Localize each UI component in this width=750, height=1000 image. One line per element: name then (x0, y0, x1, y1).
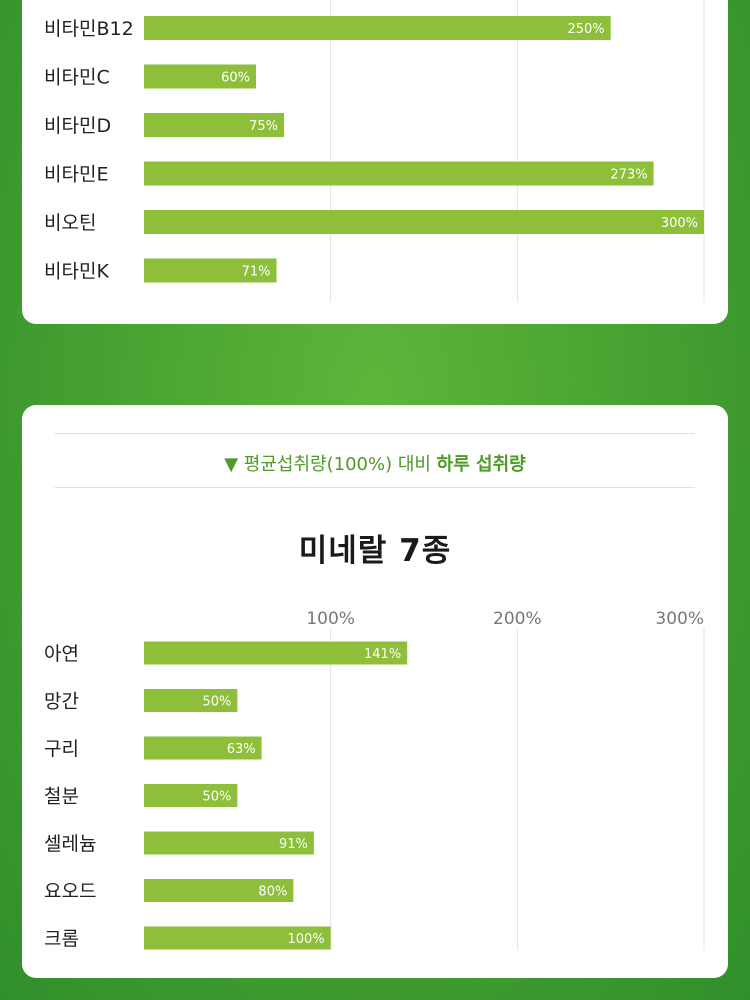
bar (144, 926, 331, 950)
category-label: 구리 (44, 738, 79, 760)
bar (144, 16, 611, 40)
bar-value-label: 71% (242, 265, 271, 280)
bar (144, 641, 408, 665)
bar-value-label: 91% (279, 837, 308, 852)
bar-value-label: 75% (249, 119, 278, 134)
chart-subtitle: ▼ 평균섭취량(100%) 대비 하루 섭취량 (22, 450, 728, 476)
bar-value-label: 60% (221, 71, 250, 86)
category-label: 아연 (44, 643, 79, 665)
category-label: 비타민B12 (44, 18, 134, 40)
category-label: 망간 (44, 691, 79, 713)
bar (144, 210, 704, 234)
category-label: 비타민E (44, 164, 108, 186)
x-tick-label: 200% (493, 609, 542, 629)
bar-value-label: 50% (202, 790, 231, 805)
bar-value-label: 100% (287, 932, 324, 947)
bar-value-label: 80% (258, 885, 287, 900)
vitamin-chart-card: 비타민B12 250% 비타민C 60% 비타민D 75% 비타민E 273% 비오틴 300% 비… (22, 0, 728, 324)
category-label: 크롬 (44, 928, 79, 950)
category-label: 비타민D (44, 115, 111, 137)
subtitle-prefix: ▼ 평균섭취량(100%) 대비 (224, 454, 437, 475)
bar (144, 879, 294, 902)
mineral-bar-chart: 100% 200% 300% 아연 141% 망간 50% 구리 63% 철분 50% 셀레늄 91% 요… (44, 609, 705, 950)
bottom-divider (55, 487, 695, 488)
mineral-chart-card: ▼ 평균섭취량(100%) 대비 하루 섭취량 미네랄 7종 100% 200% 3… (22, 405, 728, 978)
subtitle-emphasis: 하루 섭취량 (436, 454, 526, 475)
top-divider (55, 433, 695, 434)
category-label: 비타민K (44, 261, 109, 283)
x-tick-label: 300% (655, 609, 704, 629)
category-label: 철분 (44, 786, 79, 808)
bar (144, 831, 314, 855)
vitamin-bar-chart: 비타민B12 250% 비타민C 60% 비타민D 75% 비타민E 273% 비오틴 300% 비… (44, 0, 705, 302)
bar (144, 736, 262, 760)
category-label: 비타민C (44, 67, 110, 89)
bar (144, 113, 284, 137)
x-tick-label: 100% (306, 609, 355, 629)
bar (144, 689, 238, 712)
category-label: 요오드 (44, 881, 96, 903)
bar-value-label: 63% (227, 742, 256, 757)
category-label: 셀레늄 (44, 833, 96, 855)
bar (144, 784, 238, 807)
bar-value-label: 50% (202, 695, 231, 710)
bar (144, 64, 256, 89)
bar (144, 161, 654, 186)
bar-value-label: 300% (661, 216, 698, 231)
bar (144, 258, 277, 283)
category-label: 비오틴 (44, 212, 96, 234)
bar-value-label: 273% (610, 168, 647, 183)
bar-value-label: 141% (364, 647, 401, 662)
chart-title: 미네랄 7종 (298, 533, 452, 569)
bar-value-label: 250% (567, 22, 604, 37)
